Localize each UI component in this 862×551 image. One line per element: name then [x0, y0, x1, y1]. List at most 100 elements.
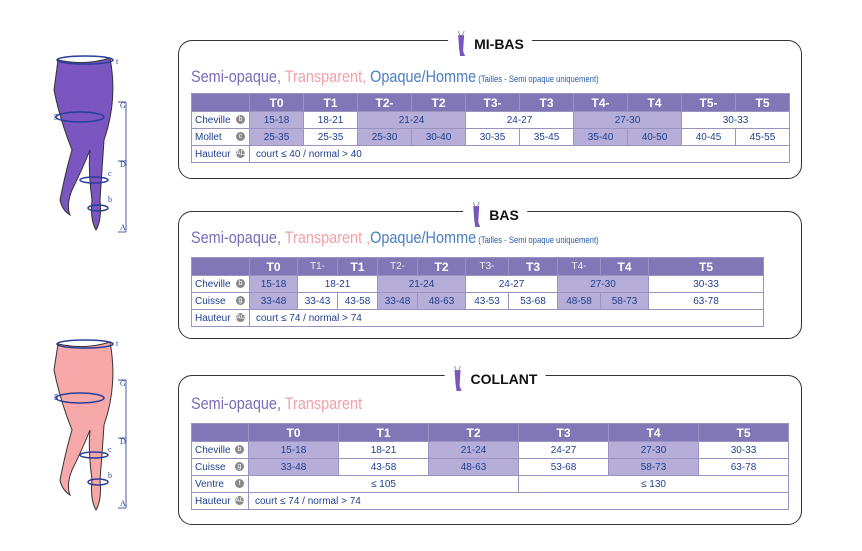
measure-cell: 25-35: [249, 128, 304, 146]
measure-cell: 45-55: [735, 128, 790, 146]
measure-cell: 21-24: [357, 111, 466, 129]
size-header: T0: [249, 257, 298, 276]
measure-cell: 30-33: [648, 275, 764, 293]
measure-cell: court ≤ 40 / normal > 40: [249, 145, 790, 163]
size-header: T2: [417, 257, 466, 276]
pink-tights-diagram: t g G Dc b A: [53, 339, 127, 511]
svg-text:c: c: [108, 445, 112, 454]
opaque-label: Opaque/Homme: [370, 228, 477, 247]
size-note: (Tailles - Semi opaque uniquement): [476, 74, 599, 84]
measure-cell: 25-30: [357, 128, 412, 146]
measure-cell: 15-18: [249, 275, 298, 293]
measure-badge-icon: b: [235, 445, 244, 454]
measure-cell: 21-24: [377, 275, 466, 293]
section-title-text: MI-BAS: [474, 36, 524, 52]
label-t: t: [116, 57, 119, 66]
measure-badge-icon: AG: [235, 496, 246, 505]
size-note: (Tailles - Semi opaque uniquement): [476, 235, 599, 245]
measure-cell: 18-21: [303, 111, 358, 129]
size-header: T2: [411, 93, 466, 112]
measure-badge-icon: AG: [236, 313, 247, 322]
table-row: Hauteur AG court ≤ 74 / normal > 74: [191, 309, 764, 327]
table-row: Mollet c 25-35 25-35 25-30 30-40 30-35 35-45 35-…: [191, 128, 790, 146]
measure-cell: 43-58: [337, 292, 378, 310]
measure-cell: 18-21: [297, 275, 378, 293]
measure-cell: 25-35: [303, 128, 358, 146]
measure-badge-icon: c: [236, 132, 245, 141]
measure-cell: 43-58: [338, 458, 429, 476]
size-header: T5: [648, 257, 764, 276]
measure-cell: ≤ 105: [248, 475, 519, 493]
size-header: T3: [508, 257, 558, 276]
table-row: Hauteur AG court ≤ 74 / normal > 74: [191, 492, 789, 510]
measure-cell: 53-68: [508, 292, 558, 310]
measure-cell: 27-30: [557, 275, 649, 293]
section-title-text: BAS: [489, 207, 519, 223]
size-header-row: T0 T1 T2 T3 T4 T5: [191, 423, 789, 442]
svg-text:D: D: [120, 160, 126, 169]
size-header: T1: [338, 423, 429, 442]
measure-cell: 48-63: [417, 292, 466, 310]
table-row: Ventre t ≤ 105 ≤ 130: [191, 475, 789, 493]
measure-cell: 40-45: [681, 128, 736, 146]
table-row: Hauteur AD court ≤ 40 / normal > 40: [191, 145, 790, 163]
measure-cell: 30-33: [698, 441, 789, 459]
panel-bas: Semi-opaque, Transparent ,Opaque/Homme (…: [178, 211, 802, 339]
product-types-heading: Semi-opaque, Transparent: [191, 394, 362, 414]
measure-cell: 24-27: [465, 275, 558, 293]
measure-badge-icon: t: [235, 479, 244, 488]
svg-text:b: b: [108, 195, 112, 204]
size-header: T3: [519, 93, 574, 112]
row-label: Hauteur AD: [191, 145, 250, 163]
svg-text:G: G: [120, 379, 126, 388]
measure-cell: 24-27: [518, 441, 609, 459]
measure-cell: 30-35: [465, 128, 520, 146]
size-header: T4-: [557, 257, 601, 276]
row-label-text: Ventre: [195, 478, 224, 490]
row-label: Hauteur AG: [191, 309, 250, 327]
stocking-icon: [454, 366, 462, 391]
semi-opaque-label: Semi-opaque,: [191, 228, 281, 247]
svg-text:D: D: [120, 437, 126, 446]
measure-cell: 35-40: [573, 128, 628, 146]
measure-cell: court ≤ 74 / normal > 74: [248, 492, 789, 510]
size-table: T0 T1- T1 T2- T2 T3- T3 T4- T4 T5 Cheville b 15-18 18…: [191, 257, 764, 327]
transparent-label: Transparent,: [280, 67, 367, 86]
section-title: MI-BAS: [448, 31, 532, 57]
measure-cell: ≤ 130: [518, 475, 789, 493]
corner-cell: [191, 423, 249, 442]
semi-opaque-label: Semi-opaque,: [191, 67, 281, 86]
measure-cell: 33-43: [297, 292, 338, 310]
measure-cell: 48-63: [428, 458, 519, 476]
row-label: Cheville b: [191, 275, 250, 293]
section-title: COLLANT: [444, 366, 546, 392]
product-types-heading: Semi-opaque, Transparent ,Opaque/Homme (…: [191, 228, 599, 248]
size-header: T5-: [681, 93, 736, 112]
section-title-text: COLLANT: [470, 371, 538, 387]
row-label: Hauteur AG: [191, 492, 249, 510]
row-label-text: Cuisse: [195, 295, 226, 307]
measure-cell: 15-18: [249, 111, 304, 129]
size-header: T4: [627, 93, 682, 112]
size-table: T0 T1 T2 T3 T4 T5 Cheville b 15-18 18-21 21-24 24-2…: [191, 423, 789, 510]
product-types-heading: Semi-opaque, Transparent, Opaque/Homme (…: [191, 67, 599, 87]
measure-cell: 48-58: [557, 292, 601, 310]
measure-cell: 43-53: [465, 292, 509, 310]
row-label-text: Cuisse: [195, 461, 226, 473]
size-header: T3-: [465, 257, 509, 276]
svg-text:A: A: [120, 499, 126, 508]
panel-collant: Semi-opaque, Transparent T0 T1 T2 T3 T4 T5 Chev…: [178, 375, 802, 525]
size-header: T3-: [465, 93, 520, 112]
row-label: Mollet c: [191, 128, 250, 146]
row-label-text: Cheville: [195, 444, 231, 456]
measure-cell: 27-30: [608, 441, 699, 459]
size-header: T1: [303, 93, 358, 112]
measure-cell: 40-50: [627, 128, 682, 146]
measure-cell: 24-27: [465, 111, 574, 129]
row-label-text: Cheville: [195, 114, 231, 126]
size-header: T0: [249, 93, 304, 112]
measure-badge-icon: b: [236, 279, 245, 288]
row-label: Ventre t: [191, 475, 249, 493]
table-row: Cheville b 15-18 18-21 21-24 24-27 27-30 30-33: [191, 275, 764, 293]
measure-cell: 63-78: [698, 458, 789, 476]
